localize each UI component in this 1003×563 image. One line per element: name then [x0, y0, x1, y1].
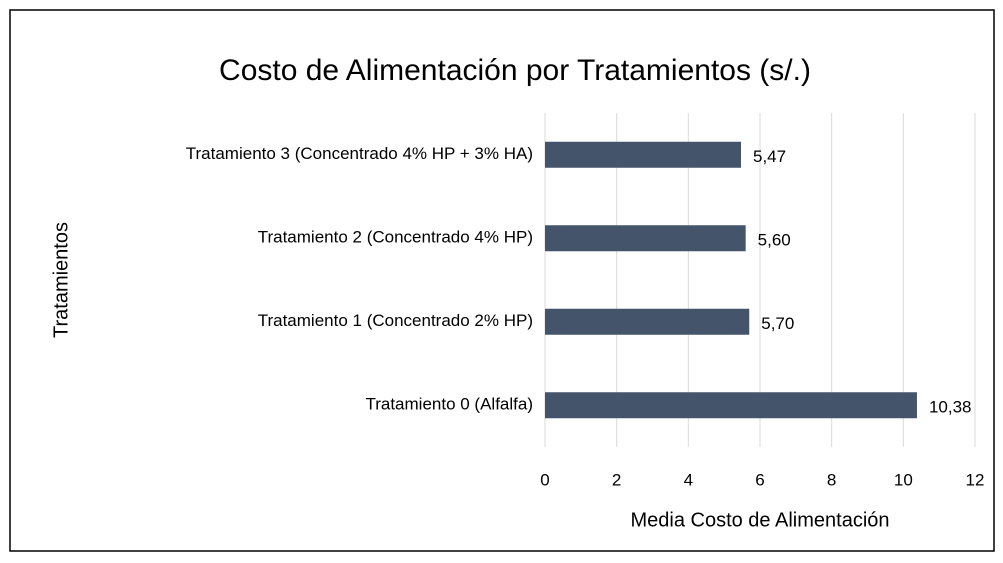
x-tick-label: 8 — [827, 470, 836, 489]
value-label: 5,60 — [758, 231, 791, 250]
x-tick-label: 10 — [894, 470, 913, 489]
chart-frame — [9, 9, 995, 552]
y-tick-label: Tratamiento 1 (Concentrado 2% HP) — [258, 311, 533, 330]
y-tick-label: Tratamiento 0 (Alfalfa) — [365, 395, 533, 414]
x-axis-title: Media Costo de Alimentación — [630, 509, 889, 531]
bar — [545, 225, 746, 252]
x-tick-label: 2 — [612, 470, 621, 489]
bar — [545, 392, 917, 419]
y-tick-label: Tratamiento 3 (Concentrado 4% HP + 3% HA… — [186, 144, 533, 163]
bar — [545, 141, 742, 168]
x-tick-label: 0 — [540, 470, 549, 489]
value-label: 5,70 — [761, 314, 794, 333]
bar — [545, 308, 750, 335]
value-label: 5,47 — [753, 147, 786, 166]
y-tick-label: Tratamiento 2 (Concentrado 4% HP) — [258, 228, 533, 247]
x-tick-label: 12 — [966, 470, 985, 489]
y-axis-title: Tratamientos — [50, 222, 72, 338]
chart-title: Costo de Alimentación por Tratamientos (… — [219, 54, 811, 87]
value-label: 10,38 — [929, 398, 972, 417]
x-tick-label: 6 — [755, 470, 764, 489]
x-tick-label: 4 — [684, 470, 693, 489]
